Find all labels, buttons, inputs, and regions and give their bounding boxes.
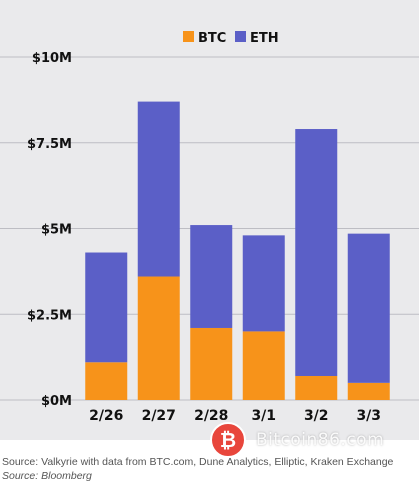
bar-eth [85,252,128,363]
legend-label: ETH [250,31,279,46]
bar-eth [190,225,233,328]
bar-btc [85,362,128,400]
y-tick-label: $2.5M [27,308,72,323]
bar-btc [242,331,285,400]
bar-btc [347,382,390,400]
bar-eth [242,235,285,332]
x-tick-label: 3/3 [356,408,381,424]
x-tick-label: 3/1 [251,408,276,424]
bar-eth [295,129,338,376]
bar-eth [347,233,390,383]
y-tick-label: $10M [32,51,72,66]
x-tick-label: 2/28 [194,408,228,424]
watermark: ₿ Bitcoin86.com [204,420,414,460]
legend-swatch-eth [235,31,246,42]
x-tick-label: 2/26 [89,408,123,424]
x-tick-label: 2/27 [142,408,176,424]
x-tick-label: 3/2 [304,408,329,424]
svg-text:₿: ₿ [220,428,236,452]
y-tick-label: $5M [41,223,72,238]
bar-btc [190,327,233,400]
bar-btc [295,375,338,400]
y-tick-label: $7.5M [27,137,72,152]
source-italic: Source: Bloomberg [2,470,92,482]
y-tick-label: $0M [41,394,72,409]
watermark-text: Bitcoin86.com [256,430,385,450]
source-caption: Source: Valkyrie with data from BTC.com,… [2,455,417,483]
legend-swatch-btc [183,31,194,42]
stacked-bar-chart: $0M $2.5M $5M $7.5M $10M 2/26 2/27 2/28 3/1 3/2 3/… [0,31,419,424]
source-text: Source: Valkyrie with data from BTC.com,… [2,456,394,468]
legend-label: BTC [198,31,226,46]
bar-eth [137,101,180,277]
bar-btc [137,276,180,400]
bitcoin86-logo-icon: ₿ [210,422,246,458]
